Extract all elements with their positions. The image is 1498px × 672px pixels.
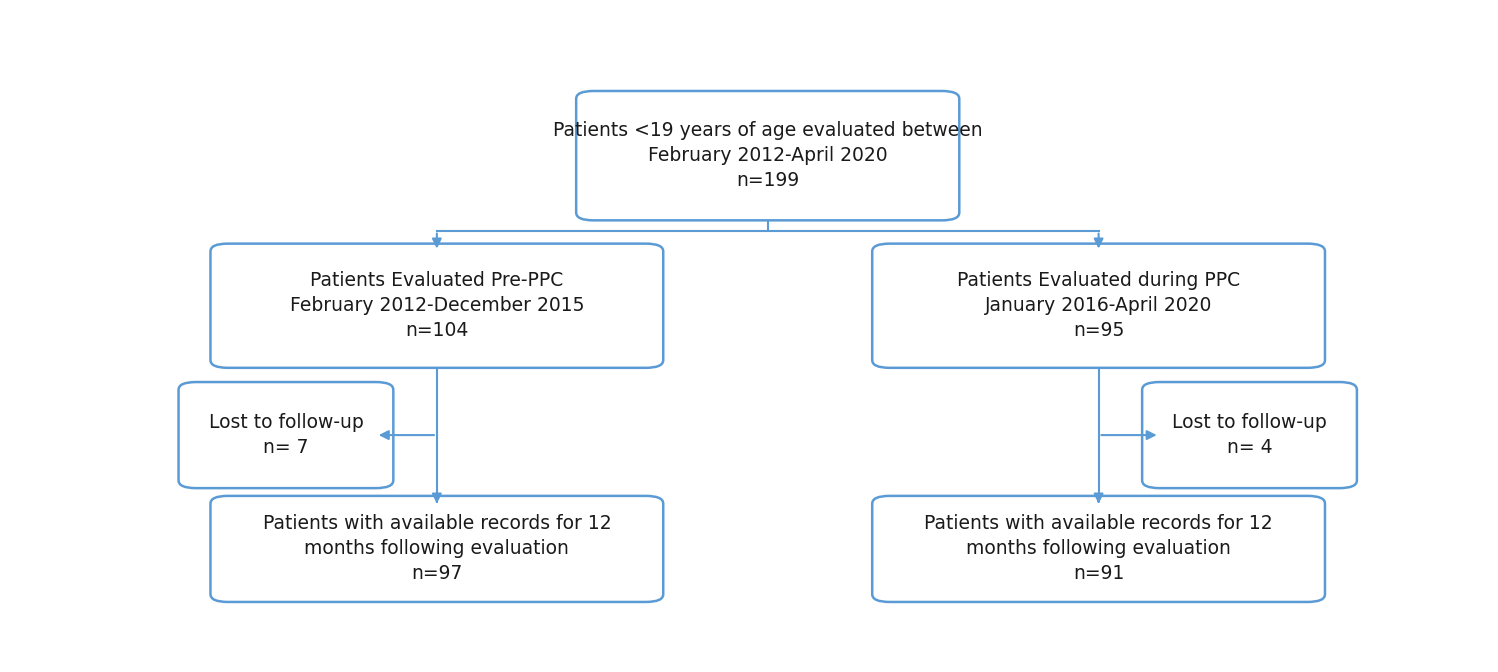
Text: Patients <19 years of age evaluated between
February 2012-April 2020
n=199: Patients <19 years of age evaluated betw… bbox=[553, 121, 983, 190]
FancyBboxPatch shape bbox=[872, 244, 1324, 368]
FancyBboxPatch shape bbox=[872, 496, 1324, 602]
Text: Patients Evaluated during PPC
January 2016-April 2020
n=95: Patients Evaluated during PPC January 20… bbox=[957, 271, 1240, 340]
FancyBboxPatch shape bbox=[1141, 382, 1357, 488]
FancyBboxPatch shape bbox=[210, 496, 664, 602]
FancyBboxPatch shape bbox=[577, 91, 959, 220]
Text: Patients with available records for 12
months following evaluation
n=91: Patients with available records for 12 m… bbox=[924, 515, 1273, 583]
Text: Patients Evaluated Pre-PPC
February 2012-December 2015
n=104: Patients Evaluated Pre-PPC February 2012… bbox=[289, 271, 584, 340]
Text: Lost to follow-up
n= 4: Lost to follow-up n= 4 bbox=[1171, 413, 1327, 457]
Text: Patients with available records for 12
months following evaluation
n=97: Patients with available records for 12 m… bbox=[262, 515, 611, 583]
FancyBboxPatch shape bbox=[178, 382, 394, 488]
FancyBboxPatch shape bbox=[210, 244, 664, 368]
Text: Lost to follow-up
n= 7: Lost to follow-up n= 7 bbox=[208, 413, 364, 457]
